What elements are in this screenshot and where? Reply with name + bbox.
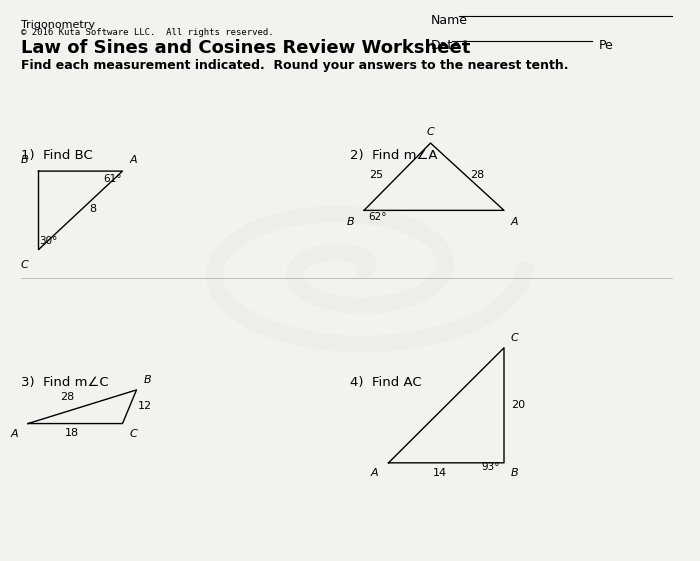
Text: A: A	[10, 429, 18, 439]
Text: 62°: 62°	[368, 212, 386, 222]
Text: 25: 25	[370, 170, 384, 180]
Text: Trigonometry: Trigonometry	[21, 20, 95, 30]
Text: 28: 28	[470, 170, 484, 180]
Text: B: B	[511, 468, 519, 479]
Text: 1)  Find BC: 1) Find BC	[21, 149, 92, 162]
Text: B: B	[346, 217, 354, 227]
Text: Date: Date	[430, 39, 461, 52]
Text: 28: 28	[60, 392, 74, 402]
Text: C: C	[511, 333, 519, 343]
Text: B: B	[21, 155, 29, 165]
Text: 18: 18	[65, 428, 79, 438]
Text: Find each measurement indicated.  Round your answers to the nearest tenth.: Find each measurement indicated. Round y…	[21, 59, 568, 72]
Text: 4)  Find AC: 4) Find AC	[350, 376, 421, 389]
Text: C: C	[130, 429, 137, 439]
Text: A: A	[371, 468, 379, 479]
Text: A: A	[130, 155, 137, 165]
Text: C: C	[426, 127, 435, 137]
Text: 30°: 30°	[39, 236, 57, 246]
Text: A: A	[511, 217, 519, 227]
Text: 3)  Find m∠C: 3) Find m∠C	[21, 376, 108, 389]
Text: © 2016 Kuta Software LLC.  All rights reserved.: © 2016 Kuta Software LLC. All rights res…	[21, 28, 274, 37]
Text: Law of Sines and Cosines Review Worksheet: Law of Sines and Cosines Review Workshee…	[21, 39, 470, 57]
Text: 14: 14	[433, 468, 447, 479]
Text: 20: 20	[511, 400, 525, 410]
Text: B: B	[144, 375, 151, 385]
Text: 8: 8	[90, 204, 97, 214]
Text: Pe: Pe	[598, 39, 613, 52]
Text: 12: 12	[138, 401, 152, 411]
Text: Name: Name	[430, 14, 468, 27]
Text: C: C	[21, 260, 29, 270]
Text: 93°: 93°	[482, 462, 500, 472]
Text: 61°: 61°	[104, 174, 122, 184]
Text: 2)  Find m∠A: 2) Find m∠A	[350, 149, 438, 162]
